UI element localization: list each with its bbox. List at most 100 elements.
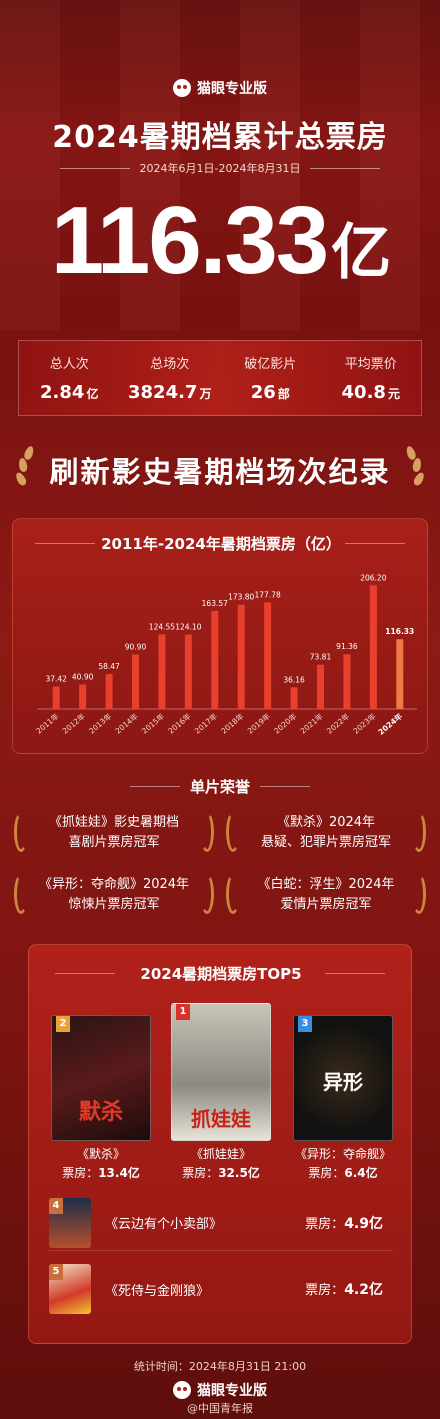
movie-thumbnail: 4 bbox=[49, 1197, 91, 1248]
box-label: 票房： bbox=[62, 1166, 99, 1180]
x-tick-label: 2022年 bbox=[324, 711, 351, 736]
value-label: 36.16 bbox=[283, 675, 305, 684]
movie-box-office: 票房：6.4亿 bbox=[293, 1164, 393, 1181]
wreath-left-icon bbox=[14, 874, 28, 914]
x-tick-label: 2015年 bbox=[139, 711, 166, 736]
honor-line: 《异形：夺命舰》2024年 bbox=[38, 877, 190, 892]
movie-name: 《默杀》 bbox=[76, 1147, 125, 1161]
movie-thumbnail: 5 bbox=[49, 1264, 91, 1314]
wreath-left-icon bbox=[226, 812, 240, 852]
cat-eye-logo-icon bbox=[173, 1381, 191, 1399]
x-tick-label: 2017年 bbox=[192, 711, 219, 736]
value-label: 116.33 bbox=[385, 627, 414, 636]
honor-line: 爱情片票房冠军 bbox=[280, 897, 372, 912]
box-value: 32.5亿 bbox=[218, 1166, 260, 1180]
honor-item: 《抓娃娃》影史暑期档 喜剧片票房冠军 bbox=[14, 808, 214, 858]
honor-item: 《异形：夺命舰》2024年 惊悚片票房冠军 bbox=[14, 870, 214, 920]
x-tick-label: 2024年 bbox=[376, 711, 405, 737]
movie-box-office: 票房：4.9亿 bbox=[305, 1213, 383, 1233]
page-title: 2024暑期档累计总票房 bbox=[52, 120, 388, 155]
poster-title-art: 默杀 bbox=[78, 1100, 123, 1125]
honor-text: 《异形：夺命舰》2024年 惊悚片票房冠军 bbox=[39, 875, 189, 915]
value-label: 163.57 bbox=[202, 599, 228, 608]
top5-panel: 2024暑期档票房TOP5 2 默杀 《默杀》 票房：13.4亿 1 抓娃娃 《… bbox=[28, 944, 412, 1344]
stat-number: 3824.7 bbox=[128, 382, 198, 403]
laurel-left-icon bbox=[11, 444, 41, 496]
x-tick-label: 2011年 bbox=[34, 711, 61, 736]
stat-value: 40.8 元 bbox=[321, 382, 422, 403]
box-value: 4.2亿 bbox=[344, 1282, 383, 1298]
bar-2012年 bbox=[79, 684, 87, 709]
movie-name: 《抓娃娃》 bbox=[190, 1147, 251, 1161]
poster-title-art: 抓娃娃 bbox=[191, 1107, 251, 1131]
bar-2019年 bbox=[264, 602, 272, 709]
honor-line: 《抓娃娃》影史暑期档 bbox=[48, 815, 179, 830]
date-range-row: 2024年6月1日-2024年8月31日 bbox=[0, 160, 440, 176]
rank-badge: 3 bbox=[298, 1016, 312, 1032]
honor-line: 惊悚片票房冠军 bbox=[68, 897, 160, 912]
stat-label: 总场次 bbox=[150, 357, 190, 372]
stat-value: 3824.7 万 bbox=[120, 382, 221, 403]
stat-label: 总人次 bbox=[49, 357, 89, 372]
stat-total-viewers: 总人次 2.84 亿 bbox=[19, 341, 120, 415]
honors-header: 单片荣誉 bbox=[0, 776, 440, 797]
stat-value: 26 部 bbox=[220, 382, 321, 403]
total-unit: 亿 bbox=[331, 219, 391, 286]
chart-title: 2011年-2024年暑期档票房（亿） bbox=[101, 535, 341, 553]
stat-number: 40.8 bbox=[341, 382, 386, 403]
box-label: 票房： bbox=[308, 1166, 345, 1180]
movie-poster: 1 抓娃娃 bbox=[171, 1003, 271, 1141]
x-tick-label: 2016年 bbox=[166, 711, 193, 736]
movie-poster: 2 默杀 bbox=[51, 1015, 151, 1141]
x-tick-label: 2023年 bbox=[351, 711, 378, 736]
value-label: 124.10 bbox=[175, 623, 201, 632]
box-label: 票房： bbox=[305, 1283, 345, 1298]
brand-name: 猫眼专业版 bbox=[197, 1383, 267, 1399]
x-tick-label: 2012年 bbox=[60, 711, 87, 736]
wreath-right-icon bbox=[412, 874, 426, 914]
movie-box-office: 票房：32.5亿 bbox=[171, 1164, 271, 1181]
box-office-chart-panel: 2011年-2024年暑期档票房（亿） 37.42 2011年 40.90 2012年… bbox=[12, 518, 428, 754]
bar-2016年 bbox=[184, 634, 192, 709]
value-label: 37.42 bbox=[45, 675, 67, 684]
x-tick-label: 2020年 bbox=[272, 711, 299, 736]
bar-2017年 bbox=[211, 610, 219, 709]
stat-label: 破亿影片 bbox=[244, 357, 297, 372]
x-tick-label: 2013年 bbox=[87, 711, 114, 736]
movie-row-rank-4[interactable]: 4 《云边有个小卖部》 票房：4.9亿 bbox=[49, 1195, 393, 1251]
stat-total-screenings: 总场次 3824.7 万 bbox=[120, 341, 221, 415]
movie-row-rank-5[interactable]: 5 《死侍与金刚狼》 票房：4.2亿 bbox=[49, 1261, 393, 1317]
honor-item: 《白蛇：浮生》2024年 爱情片票房冠军 bbox=[226, 870, 426, 920]
stat-unit: 万 bbox=[199, 387, 212, 401]
bar-2024年 bbox=[396, 639, 404, 709]
total-number: 116.33 bbox=[50, 187, 329, 294]
value-label: 40.90 bbox=[72, 672, 94, 681]
honor-line: 《默杀》2024年 bbox=[276, 815, 376, 830]
movie-card-rank-1[interactable]: 1 抓娃娃 《抓娃娃》 票房：32.5亿 bbox=[171, 1003, 271, 1181]
divider bbox=[129, 786, 180, 787]
divider bbox=[310, 167, 381, 169]
value-label: 91.36 bbox=[336, 642, 358, 651]
value-label: 58.47 bbox=[98, 662, 120, 671]
box-label: 票房： bbox=[182, 1166, 219, 1180]
bar-2021年 bbox=[317, 664, 324, 709]
movie-box-office: 票房：13.4亿 bbox=[51, 1164, 151, 1181]
bar-2020年 bbox=[290, 687, 298, 709]
record-banner: 刷新影史暑期档场次纪录 bbox=[0, 440, 440, 500]
wreath-right-icon bbox=[200, 812, 214, 852]
divider bbox=[325, 973, 385, 974]
laurel-right-icon bbox=[399, 444, 429, 496]
movie-card-rank-2[interactable]: 2 默杀 《默杀》 票房：13.4亿 bbox=[51, 1015, 151, 1181]
stats-bar: 总人次 2.84 亿 总场次 3824.7 万 破亿影片 26 部 平均票价 40.8… bbox=[18, 340, 422, 416]
movie-name: 《死侍与金刚狼》 bbox=[105, 1283, 210, 1299]
bar-2011年 bbox=[52, 686, 60, 709]
divider bbox=[55, 973, 115, 974]
movie-card-rank-3[interactable]: 3 异形 《异形：夺命舰》 票房：6.4亿 bbox=[293, 1015, 393, 1181]
footer-brand: 猫眼专业版 bbox=[0, 1380, 440, 1400]
total-box-office: 116.33亿 bbox=[0, 186, 440, 296]
x-tick-label: 2019年 bbox=[245, 711, 272, 736]
movie-name: 《云边有个小卖部》 bbox=[105, 1217, 223, 1232]
stat-unit: 亿 bbox=[86, 387, 99, 401]
cat-eye-logo-icon bbox=[173, 79, 191, 97]
